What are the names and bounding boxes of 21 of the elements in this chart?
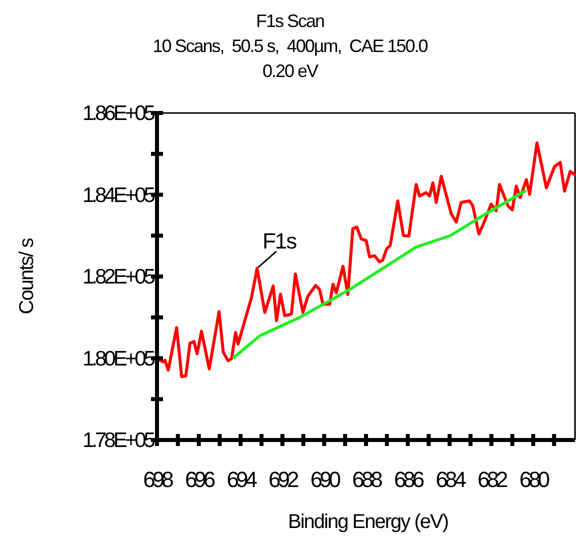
annotation: F1s	[262, 228, 298, 254]
x-tick-label: 688	[352, 467, 383, 492]
line-series	[232, 190, 527, 359]
x-tick-label: 684	[436, 467, 466, 492]
x-tick-label: 698	[143, 467, 174, 492]
x-tick-label: 690	[310, 467, 341, 492]
y-tick-label: 1.86E+05	[82, 102, 155, 125]
x-tick-label: 686	[394, 467, 424, 492]
y-tick-label: 1.80E+05	[82, 347, 155, 370]
x-tick-label: 682	[478, 467, 508, 492]
y-tick-label: 1.82E+05	[82, 266, 155, 288]
x-tick-label: 696	[184, 467, 216, 492]
x-tick-label: 692	[268, 467, 300, 492]
x-axis-title: Binding Energy (eV)	[288, 511, 448, 533]
chart-title: F1s Scan	[256, 11, 324, 31]
x-tick-label: 680	[519, 467, 550, 492]
y-tick-label: 1.84E+05	[82, 184, 155, 207]
x-tick-label: 694	[226, 467, 258, 492]
y-tick-label: 1.78E+05	[82, 429, 155, 452]
y-axis-title: Counts/ s	[16, 238, 38, 314]
chart-subtitle: 10 Scans, 50.5 s, 400µm, CAE 150.0 0.20 eV	[152, 36, 428, 81]
